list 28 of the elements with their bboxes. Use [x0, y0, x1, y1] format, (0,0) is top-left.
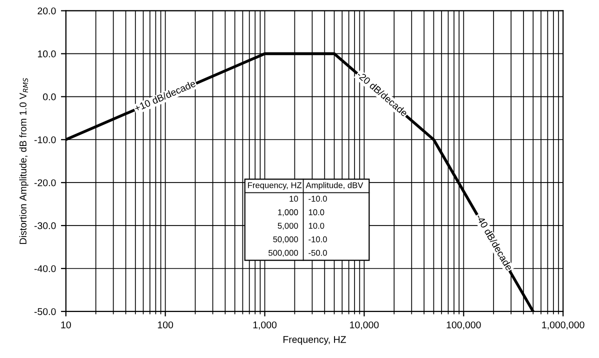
y-axis-title: Distortion Amplitude, dB from 1.0 V$_{RMS}$	[19, 78, 28, 244]
x-tick-label: 100	[158, 321, 174, 328]
annotation: 5,000	[278, 222, 298, 230]
y-tick-label: -20.0	[34, 179, 56, 186]
y-tick-label: 10.0	[38, 50, 56, 58]
annotation: -10.0	[308, 196, 327, 202]
x-tick-label: 100,000	[446, 321, 481, 330]
y-tick-label: -10.0	[34, 136, 56, 144]
annotation: 1,000	[278, 209, 298, 216]
x-axis-title: Frequency, HZ	[283, 336, 346, 345]
y-tick-label: -40.0	[34, 265, 56, 272]
x-tick-label: 10,000	[350, 321, 379, 330]
annotation: -50.0	[308, 250, 327, 256]
x-tick-label: 1,000,000	[542, 321, 584, 330]
annotation: Frequency, HZ	[248, 182, 302, 190]
y-tick-label: -30.0	[34, 222, 56, 230]
annotation: 10.0	[308, 222, 324, 229]
annotation: Amplitude, dBV	[306, 182, 364, 190]
annotation: 10.0	[308, 209, 324, 216]
annotation: -10.0	[308, 236, 327, 242]
annotation: 50,000	[273, 236, 298, 244]
annotation: 500,000	[268, 250, 298, 257]
y-tick-label: -50.0	[34, 308, 56, 316]
y-tick-label: 0.0	[43, 93, 56, 100]
x-tick-label: 10	[61, 321, 71, 328]
y-tick-label: 20.0	[38, 7, 56, 14]
annotation: 10	[290, 196, 298, 202]
x-tick-label: 1,000	[253, 321, 277, 330]
